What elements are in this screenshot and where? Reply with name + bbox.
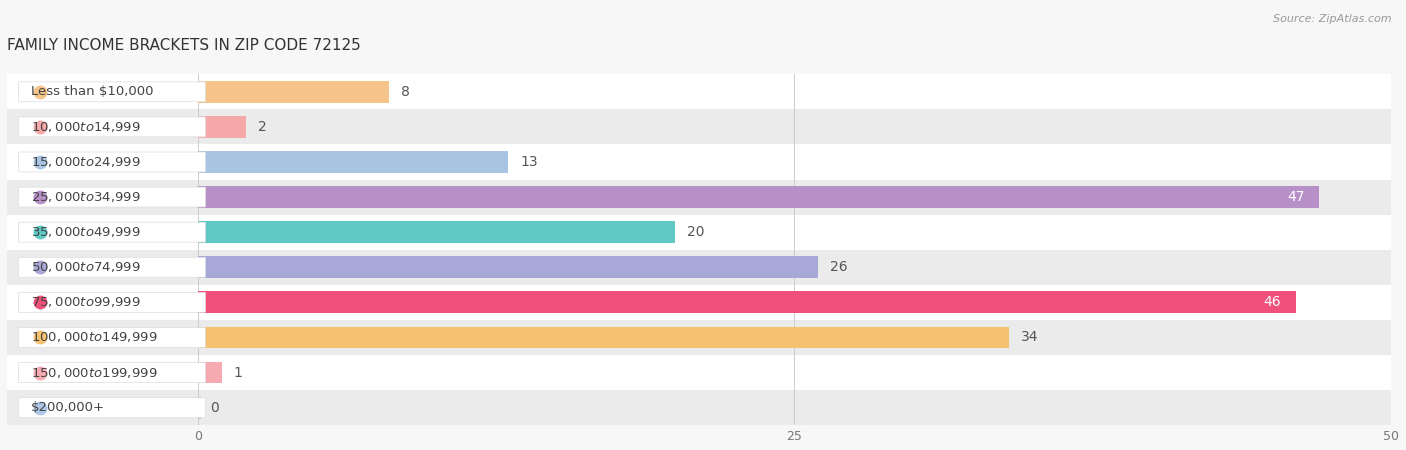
Text: $150,000 to $199,999: $150,000 to $199,999 — [31, 365, 157, 379]
Bar — [7, 390, 1391, 425]
Text: $75,000 to $99,999: $75,000 to $99,999 — [31, 295, 141, 309]
Bar — [198, 116, 246, 138]
Text: 13: 13 — [520, 155, 537, 169]
Text: 8: 8 — [401, 85, 409, 99]
Bar — [7, 109, 1391, 144]
Bar — [198, 81, 389, 103]
Text: 2: 2 — [257, 120, 266, 134]
Text: 34: 34 — [1021, 330, 1039, 344]
Text: $25,000 to $34,999: $25,000 to $34,999 — [31, 190, 141, 204]
Bar — [7, 250, 1391, 285]
Bar — [198, 292, 1295, 313]
FancyBboxPatch shape — [18, 398, 205, 418]
Bar — [198, 221, 675, 243]
Bar — [198, 397, 201, 418]
FancyBboxPatch shape — [18, 292, 205, 312]
FancyBboxPatch shape — [18, 187, 205, 207]
Bar — [198, 151, 508, 173]
Text: 20: 20 — [688, 225, 704, 239]
Bar — [198, 186, 1319, 208]
Text: $35,000 to $49,999: $35,000 to $49,999 — [31, 225, 141, 239]
Text: 46: 46 — [1264, 295, 1281, 309]
Text: Source: ZipAtlas.com: Source: ZipAtlas.com — [1274, 14, 1392, 23]
FancyBboxPatch shape — [18, 82, 205, 102]
Text: $15,000 to $24,999: $15,000 to $24,999 — [31, 155, 141, 169]
Text: $50,000 to $74,999: $50,000 to $74,999 — [31, 260, 141, 274]
FancyBboxPatch shape — [18, 257, 205, 277]
Text: Less than $10,000: Less than $10,000 — [31, 86, 153, 98]
Bar — [198, 256, 818, 278]
FancyBboxPatch shape — [18, 363, 205, 382]
Text: $10,000 to $14,999: $10,000 to $14,999 — [31, 120, 141, 134]
Bar — [7, 215, 1391, 250]
Bar — [7, 180, 1391, 215]
Bar — [7, 74, 1391, 109]
Bar — [7, 320, 1391, 355]
FancyBboxPatch shape — [18, 152, 205, 172]
FancyBboxPatch shape — [18, 328, 205, 347]
FancyBboxPatch shape — [18, 117, 205, 137]
Bar — [7, 285, 1391, 320]
Text: 26: 26 — [831, 260, 848, 274]
Bar — [7, 355, 1391, 390]
Text: $100,000 to $149,999: $100,000 to $149,999 — [31, 330, 157, 344]
Text: $200,000+: $200,000+ — [31, 401, 105, 414]
FancyBboxPatch shape — [18, 222, 205, 242]
Text: 1: 1 — [233, 365, 242, 379]
Bar — [198, 327, 1010, 348]
Bar — [7, 144, 1391, 180]
Bar — [198, 362, 222, 383]
Text: 47: 47 — [1288, 190, 1305, 204]
Text: 0: 0 — [209, 400, 218, 414]
Text: FAMILY INCOME BRACKETS IN ZIP CODE 72125: FAMILY INCOME BRACKETS IN ZIP CODE 72125 — [7, 38, 361, 53]
